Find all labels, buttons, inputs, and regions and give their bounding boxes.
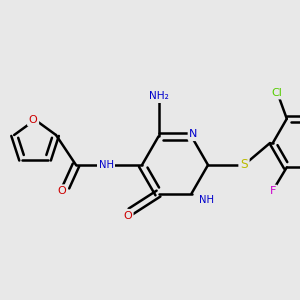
Text: F: F xyxy=(270,186,276,196)
Text: O: O xyxy=(29,115,38,125)
Text: Cl: Cl xyxy=(272,88,282,98)
Text: O: O xyxy=(123,211,132,220)
Text: O: O xyxy=(58,186,66,196)
Text: NH: NH xyxy=(98,160,113,170)
Text: NH₂: NH₂ xyxy=(148,92,168,101)
Text: S: S xyxy=(240,158,248,172)
Text: NH: NH xyxy=(200,195,214,205)
Text: N: N xyxy=(189,129,198,140)
